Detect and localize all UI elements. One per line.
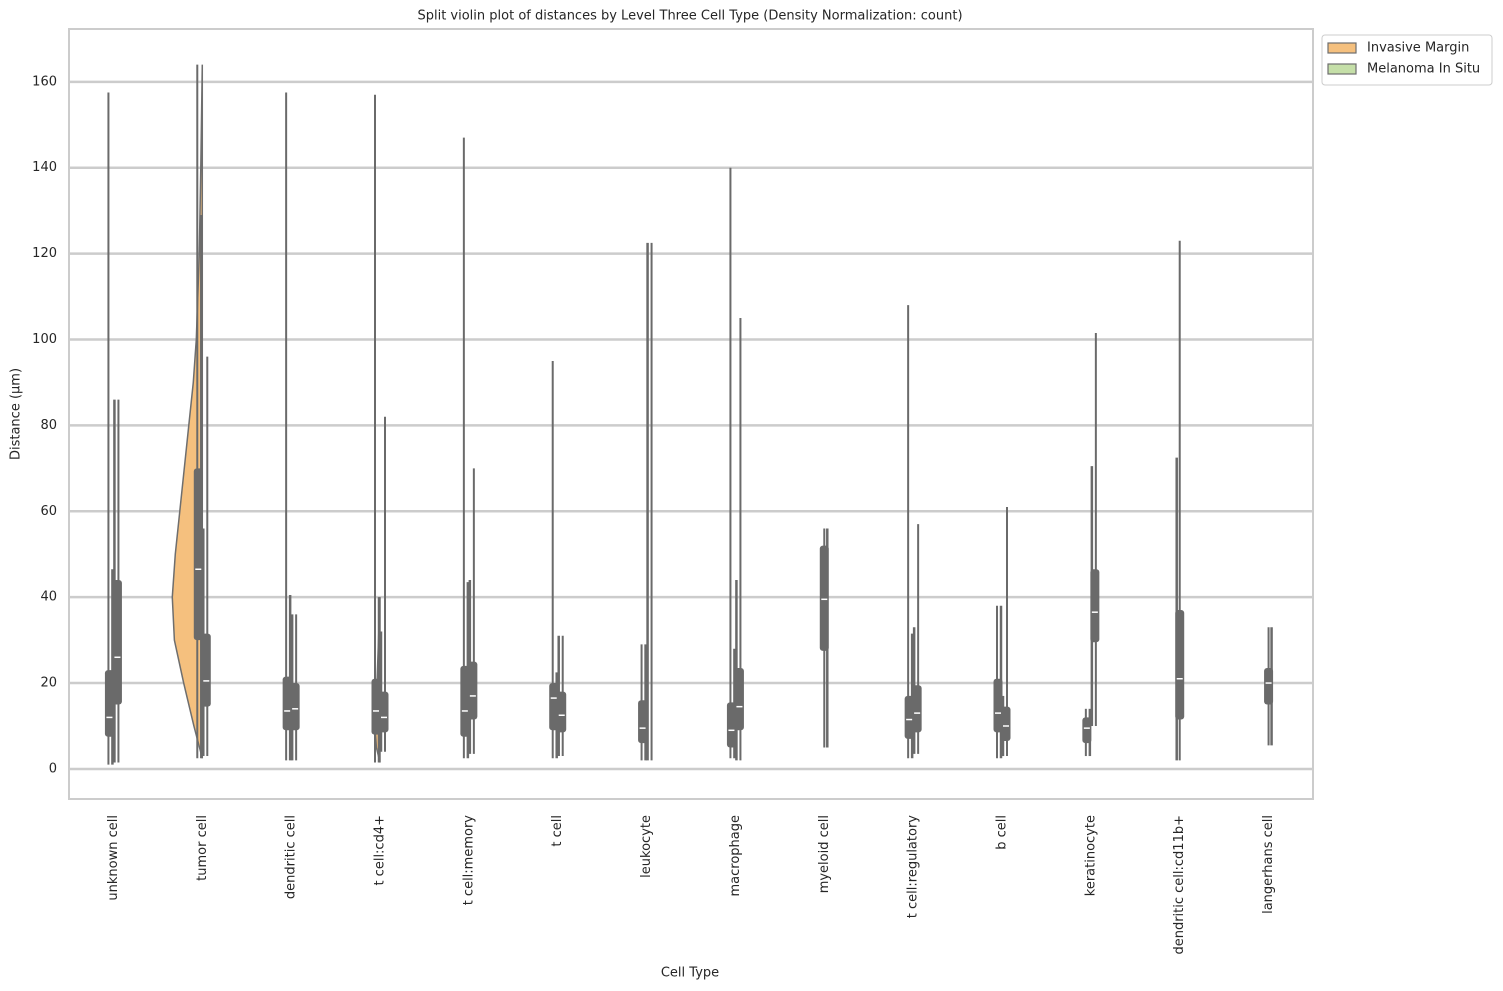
box: [549, 683, 559, 731]
x-tick-label: myeloid cell: [817, 815, 832, 893]
legend-swatch: [1327, 42, 1357, 54]
plot: unknown cell tumor cell dendritic cell t ce…: [104, 64, 1276, 955]
legend-label: Invasive Margin: [1367, 41, 1469, 56]
box: [993, 678, 1003, 733]
x-tick-label: unknown cell: [106, 815, 121, 901]
box: [557, 691, 567, 733]
x-tick-label: t cell: [550, 815, 565, 847]
box: [904, 695, 914, 739]
x-tick-label: macrophage: [728, 815, 743, 897]
x-tick-label: langerhans cell: [1261, 815, 1276, 914]
y-tick-label: 40: [40, 590, 57, 605]
x-tick-label: tumor cell: [195, 815, 210, 881]
x-tick-label: b cell: [995, 815, 1010, 850]
x-tick-label: dendritic cell: [284, 815, 299, 899]
y-tick-label: 100: [32, 332, 57, 347]
y-tick-label: 120: [32, 246, 57, 261]
box: [468, 661, 478, 720]
box: [371, 678, 381, 735]
x-tick-label: t cell:memory: [461, 815, 476, 906]
grid: 0 20 40 60 80 100 120 140 160: [32, 74, 1313, 776]
legend-label: Melanoma In Situ: [1367, 62, 1480, 77]
x-axis-label: Cell Type: [661, 966, 719, 981]
y-axis-label: Distance (µm): [9, 368, 24, 460]
box: [1082, 717, 1092, 744]
y-tick-label: 80: [40, 418, 57, 433]
box: [734, 668, 744, 731]
x-tick-label: leukocyte: [639, 815, 654, 878]
box: [638, 700, 648, 744]
legend-box: [1321, 34, 1493, 86]
y-tick-label: 60: [40, 504, 57, 519]
box: [912, 685, 922, 733]
x-tick-label: t cell:regulatory: [906, 815, 921, 919]
x-tick-label: dendritic cell:cd11b+: [1172, 815, 1187, 955]
box: [112, 579, 122, 705]
box: [1264, 668, 1274, 705]
box: [193, 468, 203, 641]
y-tick-label: 140: [32, 160, 57, 175]
y-tick-label: 0: [49, 761, 57, 776]
y-tick-label: 160: [32, 74, 57, 89]
box: [104, 670, 114, 737]
box: [290, 683, 300, 731]
x-tick-label: keratinocyte: [1083, 815, 1098, 896]
legend-swatch: [1327, 63, 1357, 75]
box: [1175, 610, 1185, 720]
legend: Invasive Margin Melanoma In Situ: [1321, 34, 1493, 86]
box: [726, 702, 736, 748]
x-tick-label: t cell:cd4+: [373, 815, 388, 886]
box: [460, 665, 470, 737]
box: [1001, 706, 1011, 742]
y-tick-label: 20: [40, 676, 57, 691]
box: [1090, 569, 1100, 643]
box: [379, 691, 389, 733]
box: [282, 676, 292, 731]
box: [201, 633, 211, 707]
plot-frame: [68, 28, 1314, 800]
chart-title: Split violin plot of distances by Level …: [417, 9, 962, 24]
box: [819, 545, 829, 651]
